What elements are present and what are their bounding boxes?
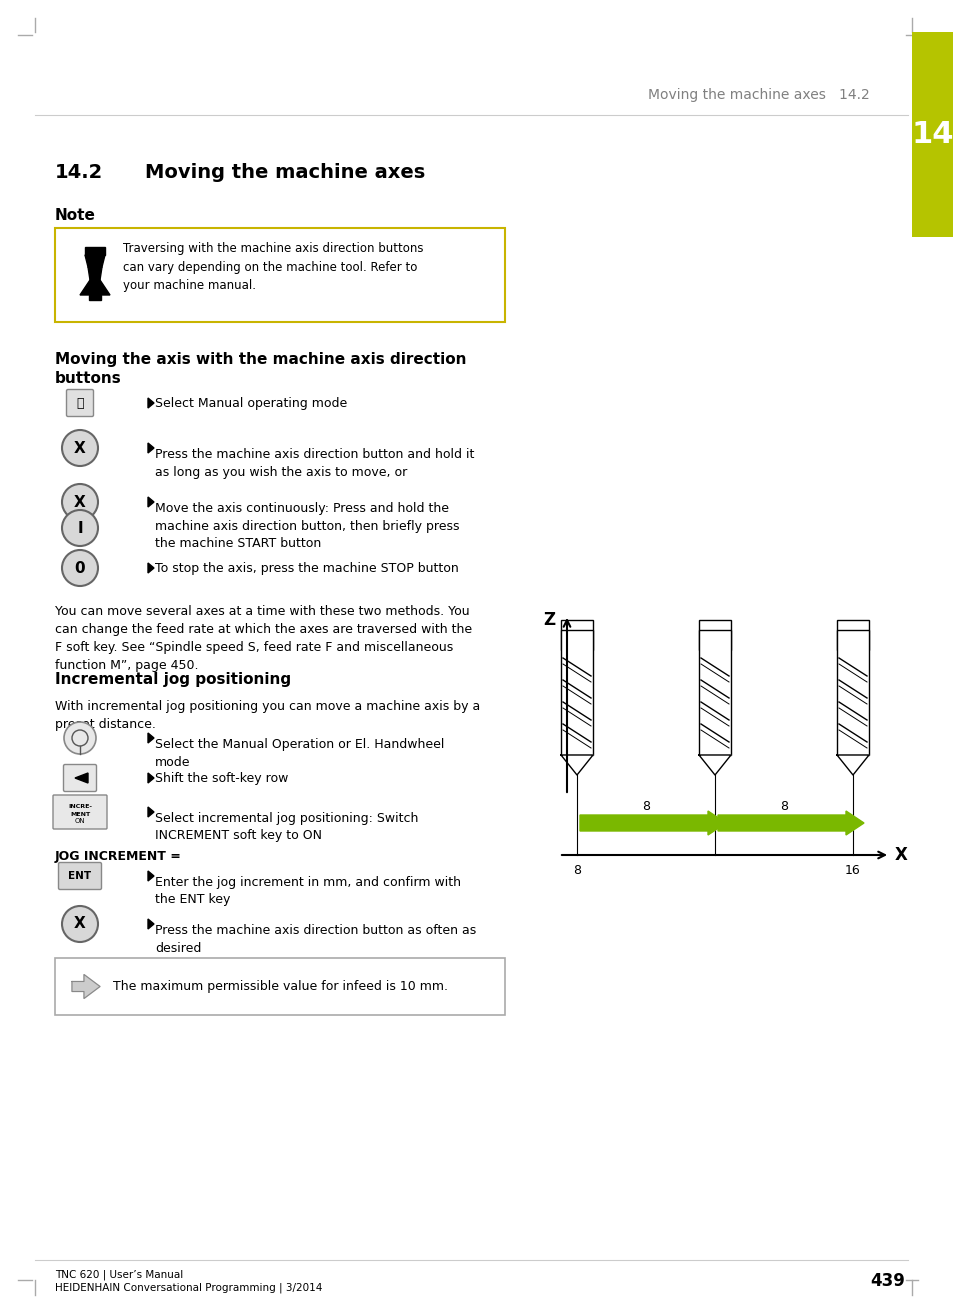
Text: 14: 14 xyxy=(911,120,953,149)
Polygon shape xyxy=(836,755,868,775)
Bar xyxy=(55,959,504,1015)
FancyBboxPatch shape xyxy=(67,389,93,417)
Bar xyxy=(699,619,730,650)
Circle shape xyxy=(62,906,98,942)
Text: Enter the jog increment in mm, and confirm with
the ENT key: Enter the jog increment in mm, and confi… xyxy=(154,876,460,906)
Circle shape xyxy=(62,484,98,519)
Polygon shape xyxy=(71,974,100,998)
Text: With incremental jog positioning you can move a machine axis by a
preset distanc: With incremental jog positioning you can… xyxy=(55,700,479,731)
FancyBboxPatch shape xyxy=(64,764,96,792)
Text: Select Manual operating mode: Select Manual operating mode xyxy=(154,397,347,409)
Text: 8: 8 xyxy=(573,864,580,877)
Text: INCRE-: INCRE- xyxy=(68,805,91,810)
Text: You can move several axes at a time with these two methods. You
can change the f: You can move several axes at a time with… xyxy=(55,605,472,672)
Polygon shape xyxy=(148,732,153,743)
Polygon shape xyxy=(560,755,593,775)
Polygon shape xyxy=(148,398,153,408)
Text: Press the machine axis direction button and hold it
as long as you wish the axis: Press the machine axis direction button … xyxy=(154,448,474,479)
Text: Select incremental jog positioning: Switch
INCREMENT soft key to ON: Select incremental jog positioning: Swit… xyxy=(154,811,418,843)
FancyBboxPatch shape xyxy=(58,863,101,889)
Text: Select the Manual Operation or El. Handwheel
mode: Select the Manual Operation or El. Handw… xyxy=(154,738,444,768)
Text: MENT: MENT xyxy=(70,811,90,817)
Text: X: X xyxy=(74,917,86,931)
Bar xyxy=(836,630,868,755)
Polygon shape xyxy=(85,255,105,267)
Text: Moving the machine axes   14.2: Moving the machine axes 14.2 xyxy=(648,88,869,103)
Bar xyxy=(560,630,593,755)
Polygon shape xyxy=(148,497,153,508)
Text: X: X xyxy=(894,846,907,864)
Text: Z: Z xyxy=(542,611,555,629)
Polygon shape xyxy=(80,280,110,295)
Text: HEIDENHAIN Conversational Programming | 3/2014: HEIDENHAIN Conversational Programming | … xyxy=(55,1282,322,1293)
Text: TNC 620 | User’s Manual: TNC 620 | User’s Manual xyxy=(55,1270,183,1281)
FancyArrow shape xyxy=(579,811,725,835)
Text: The maximum permissible value for infeed is 10 mm.: The maximum permissible value for infeed… xyxy=(112,980,448,993)
Text: Traversing with the machine axis direction buttons
can vary depending on the mac: Traversing with the machine axis directi… xyxy=(123,242,423,292)
Text: Note: Note xyxy=(55,208,95,222)
Polygon shape xyxy=(85,247,105,255)
Circle shape xyxy=(64,722,96,753)
Circle shape xyxy=(62,550,98,586)
Text: 8: 8 xyxy=(641,801,649,814)
Polygon shape xyxy=(89,295,101,300)
Bar xyxy=(836,619,868,650)
Text: ON: ON xyxy=(74,818,85,825)
Polygon shape xyxy=(148,919,153,928)
Text: X: X xyxy=(74,494,86,509)
Text: Moving the axis with the machine axis direction
buttons: Moving the axis with the machine axis di… xyxy=(55,352,466,387)
Bar xyxy=(911,32,953,237)
Text: 439: 439 xyxy=(869,1272,904,1290)
Text: Incremental jog positioning: Incremental jog positioning xyxy=(55,672,291,686)
Text: 16: 16 xyxy=(844,864,860,877)
Text: ENT: ENT xyxy=(69,871,91,881)
FancyBboxPatch shape xyxy=(53,796,107,828)
Polygon shape xyxy=(148,807,153,817)
Polygon shape xyxy=(699,755,730,775)
Polygon shape xyxy=(148,443,153,452)
Polygon shape xyxy=(75,773,88,782)
Text: I: I xyxy=(77,521,83,535)
Bar xyxy=(560,619,593,650)
Text: Press the machine axis direction button as often as
desired: Press the machine axis direction button … xyxy=(154,924,476,955)
Text: X: X xyxy=(74,441,86,455)
Text: ✋: ✋ xyxy=(76,397,84,409)
Bar xyxy=(699,630,730,755)
Text: To stop the axis, press the machine STOP button: To stop the axis, press the machine STOP… xyxy=(154,562,458,575)
Bar xyxy=(55,227,504,322)
Polygon shape xyxy=(148,563,153,573)
Text: 14.2: 14.2 xyxy=(55,163,103,181)
Text: JOG INCREMENT =: JOG INCREMENT = xyxy=(55,849,182,863)
Circle shape xyxy=(62,510,98,546)
Polygon shape xyxy=(148,871,153,881)
Text: Move the axis continuously: Press and hold the
machine axis direction button, th: Move the axis continuously: Press and ho… xyxy=(154,502,459,550)
Text: Shift the soft-key row: Shift the soft-key row xyxy=(154,772,288,785)
Text: 8: 8 xyxy=(780,801,787,814)
Text: Moving the machine axes: Moving the machine axes xyxy=(145,163,425,181)
Polygon shape xyxy=(148,773,153,782)
Circle shape xyxy=(62,430,98,466)
FancyArrow shape xyxy=(718,811,863,835)
Polygon shape xyxy=(88,267,102,280)
Text: 0: 0 xyxy=(74,560,85,576)
